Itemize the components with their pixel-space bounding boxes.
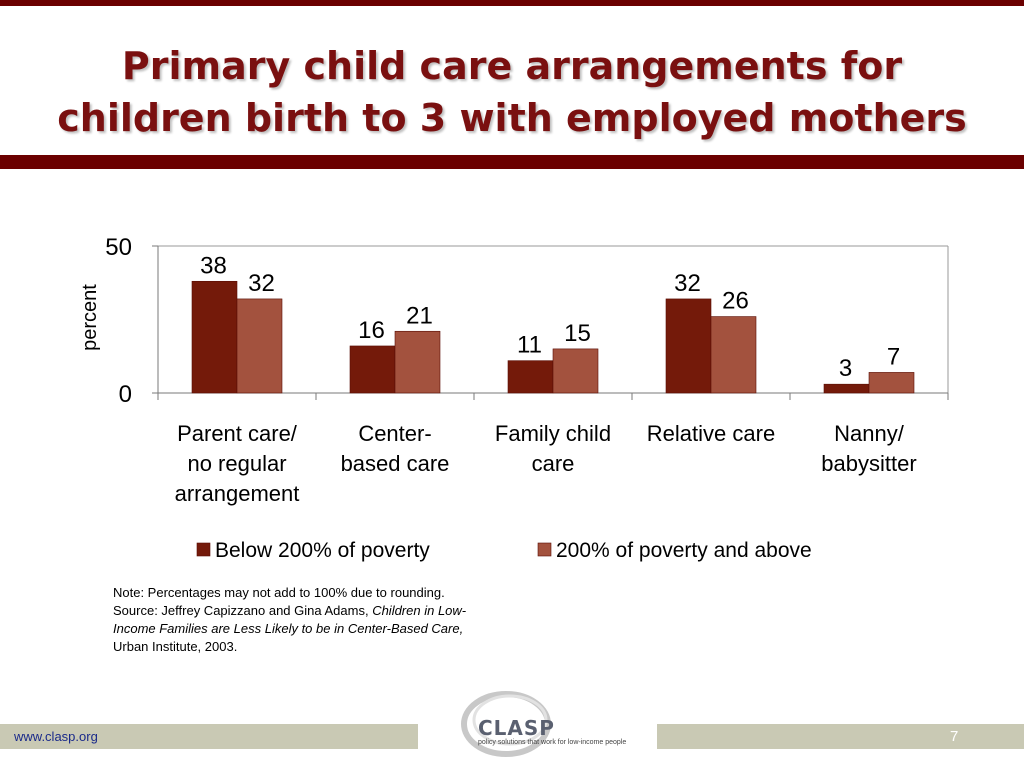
bar-value-label: 15: [564, 320, 591, 347]
bar-below-200: [349, 345, 396, 394]
source-note-text-1: Note: Percentages may not add to 100% du…: [113, 585, 445, 618]
y-tick-label: 50: [105, 234, 132, 261]
x-category-label: Parent care/: [177, 421, 298, 446]
legend-swatch: [196, 542, 211, 557]
bar-below-200: [191, 280, 238, 394]
slide-title-line-1: Primary child care arrangements for: [121, 44, 903, 88]
x-category-label: care: [532, 451, 575, 476]
bar-below-200: [823, 383, 870, 394]
bar-above-200: [552, 348, 599, 394]
bar-value-label: 32: [674, 270, 701, 297]
x-category-label: babysitter: [821, 451, 916, 476]
bar-above-200: [710, 316, 757, 394]
slide-title: Primary child care arrangements for chil…: [0, 40, 1024, 144]
legend-swatch: [537, 542, 552, 557]
legend-label: 200% of poverty and above: [556, 539, 812, 562]
x-category-label: Nanny/: [834, 421, 905, 446]
x-category-label: Family child: [495, 421, 611, 446]
bar-value-label: 11: [517, 332, 542, 359]
x-category-label: Center-: [358, 421, 431, 446]
bar-value-label: 26: [722, 288, 749, 315]
logo-tagline: policy solutions that work for low-incom…: [478, 739, 627, 746]
bar-chart: 0 50 percent 38 16 11 32 3 32 21 15 26 7 Parent care/…: [79, 234, 949, 562]
x-category-label: no regular: [187, 451, 286, 476]
top-accent-bar: [0, 0, 1024, 6]
title-divider-bar: [0, 155, 1024, 169]
slide-title-line-2: children birth to 3 with employed mother…: [57, 96, 967, 140]
footer-bar-left: [0, 724, 418, 749]
x-category-label: Relative care: [647, 421, 775, 446]
source-note-title: Children in Low-Income Families are Less…: [113, 603, 467, 636]
source-note-text-2: Urban Institute, 2003.: [113, 639, 238, 654]
y-axis-label: percent: [79, 284, 101, 351]
bar-above-200: [868, 372, 915, 394]
clasp-logo-icon: [461, 691, 551, 757]
bar-below-200: [665, 298, 712, 394]
y-tick-label: 0: [119, 381, 132, 408]
bar-value-label: 32: [248, 270, 275, 297]
bar-value-label: 16: [358, 317, 385, 344]
source-note: Note: Percentages may not add to 100% du…: [113, 584, 493, 656]
footer-bar-right: [657, 724, 1024, 749]
bar-value-label: 38: [200, 252, 227, 279]
page-number: 7: [950, 728, 959, 745]
footer-url-link[interactable]: www.clasp.org: [14, 729, 98, 744]
x-category-label: arrangement: [175, 481, 300, 506]
bar-value-label: 21: [406, 302, 433, 329]
legend-label: Below 200% of poverty: [215, 539, 430, 562]
bar-value-label: 7: [887, 343, 900, 370]
logo-wordmark: CLASP: [478, 716, 555, 740]
bar-above-200: [394, 330, 441, 394]
bar-below-200: [507, 360, 554, 394]
bar-above-200: [236, 298, 283, 394]
bar-value-label: 3: [839, 355, 852, 382]
x-category-label: based care: [341, 451, 450, 476]
